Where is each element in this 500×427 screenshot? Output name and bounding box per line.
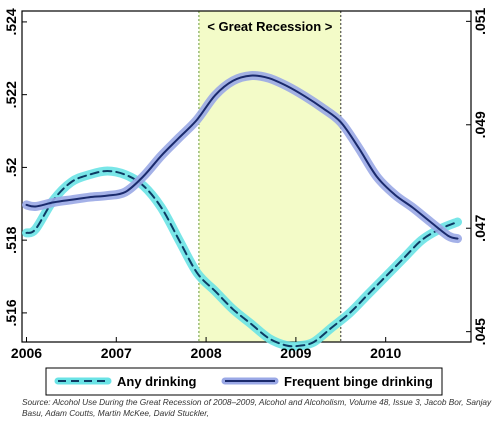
x-tick-label-2010: 2010 <box>370 345 401 361</box>
y-left-tick-label-516: .516 <box>3 299 19 326</box>
x-tick-label-2008: 2008 <box>191 345 222 361</box>
source-caption: Source: Alcohol Use During the Great Rec… <box>22 397 492 418</box>
recession-label: < Great Recession > <box>207 19 332 34</box>
x-tick-label-2009: 2009 <box>280 345 311 361</box>
series-frequent-binge-drinking-line <box>25 74 459 240</box>
y-left-tick-label-522: .522 <box>3 81 19 108</box>
y-right-tick-label-049: .049 <box>472 111 488 138</box>
legend-binge-drinking-label: Frequent binge drinking <box>284 374 433 389</box>
y-right-tick-label-045: .045 <box>472 318 488 345</box>
recession-band <box>198 11 341 342</box>
axis-layer: 2006 2007 2008 2009 2010 .516 .518 .52 .522 .524.… <box>3 7 488 361</box>
y-right-tick-label-047: .047 <box>472 214 488 241</box>
y-right-tick-label-051: .051 <box>472 7 488 34</box>
y-left-tick-label-524: .524 <box>3 8 19 35</box>
y-left-tick-label-518: .518 <box>3 226 19 253</box>
x-tick-label-2006: 2006 <box>11 345 42 361</box>
series-any-drinking-line <box>25 169 459 348</box>
x-tick-label-2007: 2007 <box>101 345 132 361</box>
plot-frame <box>21 10 472 343</box>
y-left-tick-label-52: .52 <box>3 157 19 177</box>
legend-any-drinking-label: Any drinking <box>117 374 197 389</box>
series-layer <box>22 71 462 351</box>
